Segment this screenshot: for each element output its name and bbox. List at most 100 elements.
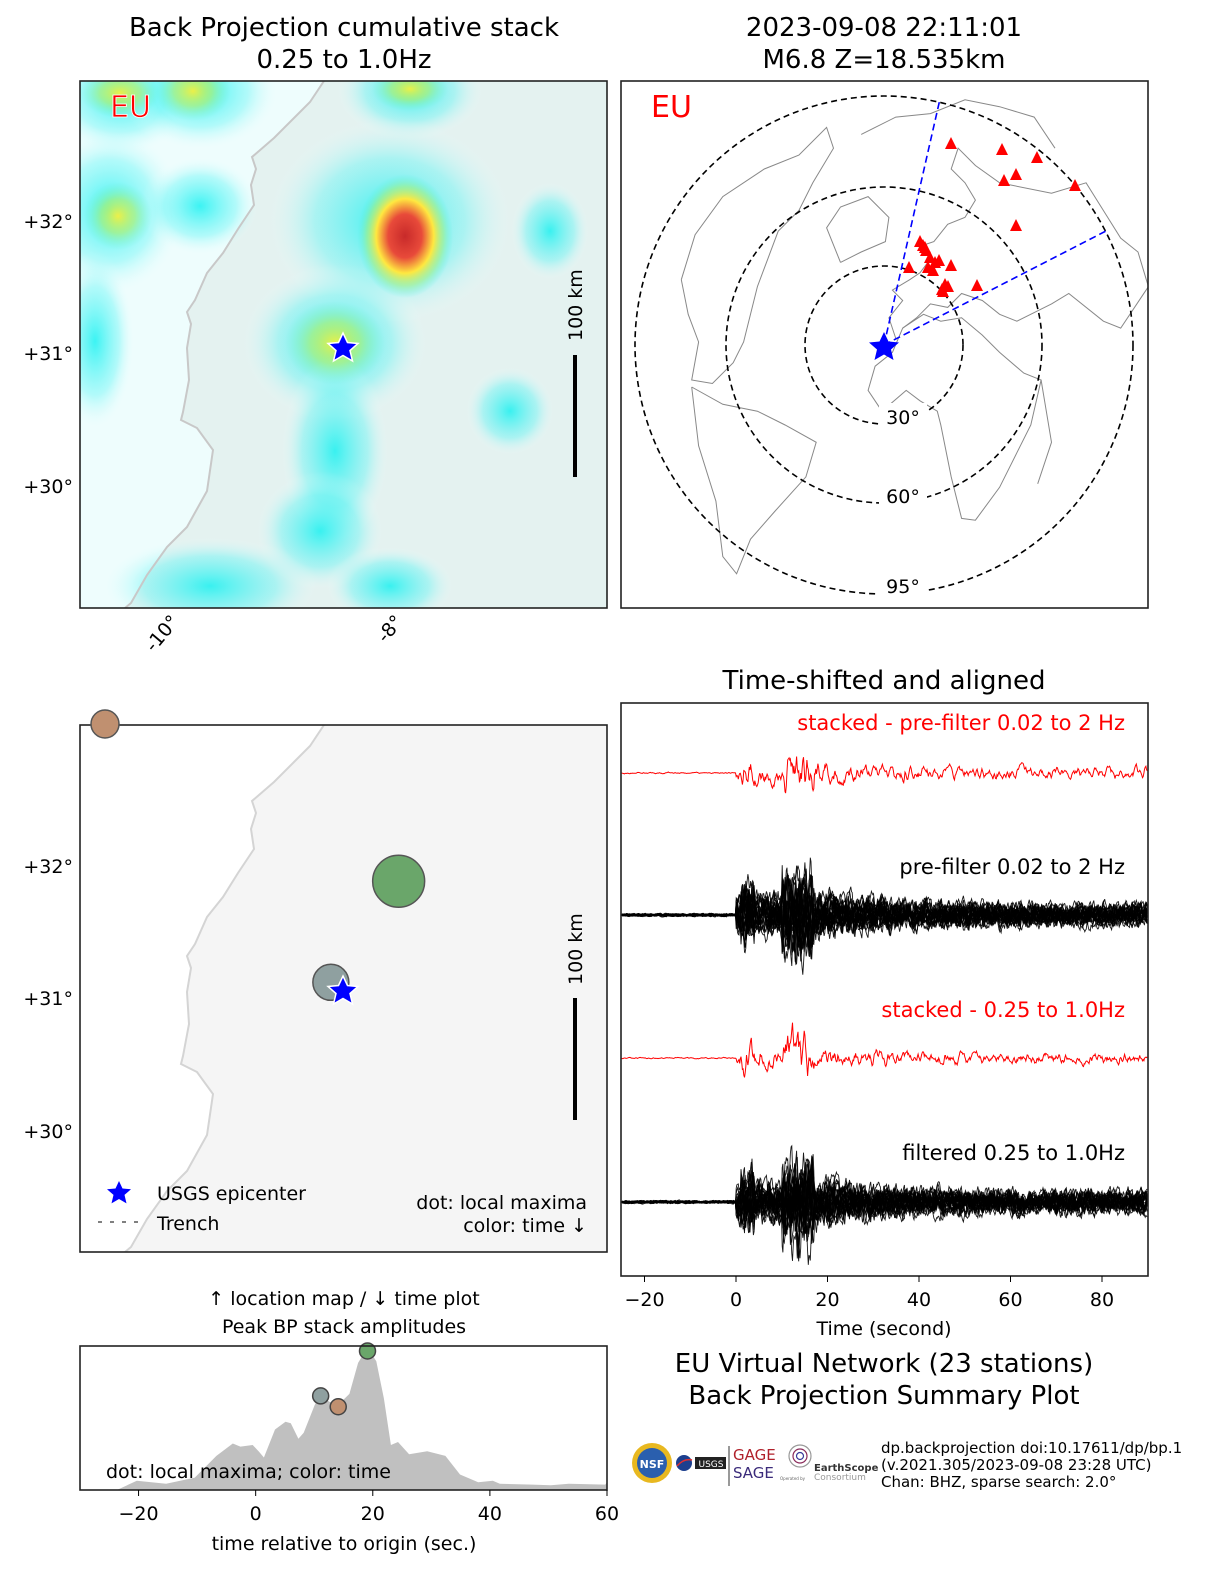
- station-triangle-icon: [971, 279, 983, 291]
- x-tick-label: 0: [250, 1503, 262, 1525]
- x-tick-label: 20: [815, 1289, 839, 1311]
- continent-outline: [867, 313, 1042, 521]
- seismogram-frame: [620, 702, 1149, 1277]
- continent-outline: [691, 386, 817, 575]
- network-label: EU: [110, 90, 151, 125]
- gage-logo-text: GAGE: [733, 1446, 776, 1464]
- heatmap-blob: [510, 181, 590, 281]
- event-title-line2: M6.8 Z=18.535km: [762, 45, 1005, 75]
- maxima-dot-offmap: [90, 709, 120, 739]
- heatmap-blob: [100, 536, 320, 608]
- stations: [903, 137, 1081, 297]
- heatmap-blob: [80, 81, 160, 118]
- sage-logo-text: SAGE: [733, 1464, 774, 1482]
- trace-label: stacked - pre-filter 0.02 to 2 Hz: [797, 711, 1125, 735]
- station-triangle-icon: [1031, 151, 1043, 163]
- peak-amplitude-area: [80, 1347, 607, 1490]
- x-tick-label: 40: [907, 1289, 931, 1311]
- heatmap-blob: [325, 546, 455, 608]
- svg-text:EarthScope: EarthScope: [814, 1463, 879, 1474]
- x-tick-label: 60: [998, 1289, 1022, 1311]
- time-plot-annotation: dot: local maxima; color: time: [106, 1461, 391, 1483]
- nasa-logo-icon: [676, 1455, 693, 1471]
- seismogram-title: Time-shifted and aligned: [722, 666, 1046, 696]
- scale-bar-label: 100 km: [565, 269, 587, 341]
- network-summary-line2: Back Projection Summary Plot: [688, 1381, 1079, 1411]
- nsf-logo-icon: NSF: [632, 1443, 672, 1483]
- lon-tick: -10°: [141, 611, 184, 656]
- svg-text:NSF: NSF: [640, 1458, 665, 1471]
- scale-bar-label: 100 km: [565, 913, 587, 985]
- lat-tick: +31°: [23, 988, 73, 1010]
- heatmap-blob: [80, 251, 135, 431]
- ring-label: 30°: [886, 407, 920, 429]
- heatmap-blob: [140, 156, 260, 256]
- trace-label: stacked - 0.25 to 1.0Hz: [881, 998, 1125, 1022]
- time-plot-xlabel: time relative to origin (sec.): [212, 1533, 477, 1555]
- stacked-trace: [621, 1022, 1148, 1078]
- coastline: [124, 81, 325, 608]
- station-trace: [621, 883, 1148, 953]
- svg-text:USGS: USGS: [699, 1460, 724, 1470]
- earthscope-logo-icon: EarthScope Operated by Consortium: [780, 1444, 879, 1483]
- x-tick-label: −20: [624, 1289, 664, 1311]
- caption-line1: ↑ location map / ↓ time plot: [208, 1288, 479, 1310]
- x-tick-label: 0: [730, 1289, 742, 1311]
- continent-outline: [860, 99, 1056, 149]
- epicenter-star-icon: [326, 331, 360, 363]
- map-note-line1: dot: local maxima: [416, 1192, 587, 1214]
- station-triangle-icon: [903, 261, 915, 273]
- trace-label: pre-filter 0.02 to 2 Hz: [899, 855, 1125, 879]
- network-label: EU: [651, 90, 692, 125]
- svg-text:Consortium: Consortium: [814, 1473, 866, 1483]
- distance-ring-60: [725, 186, 1043, 504]
- station-triangle-icon: [945, 137, 957, 149]
- sponsor-logos: NSF USGS GAGE SAGE EarthScope Operated b…: [632, 1443, 879, 1486]
- caption-line2: Peak BP stack amplitudes: [222, 1316, 466, 1338]
- network-summary-line1: EU Virtual Network (23 stations): [675, 1349, 1093, 1379]
- continent-outline: [826, 196, 890, 263]
- legend-epicenter-label: USGS epicenter: [157, 1183, 306, 1205]
- station-triangle-icon: [933, 254, 945, 266]
- bp-heatmap-panel: EU 100 km: [79, 80, 608, 609]
- lat-tick: +30°: [23, 476, 73, 498]
- heatmap-blob: [465, 366, 555, 456]
- x-tick-label: 20: [361, 1503, 385, 1525]
- stack-heatmap: [80, 81, 590, 608]
- coastline: [124, 725, 325, 1252]
- station-triangle-icon: [942, 280, 954, 292]
- bp-title-line1: Back Projection cumulative stack: [129, 13, 559, 43]
- map-note-line2: color: time ↓: [463, 1215, 587, 1237]
- azimuth-limit-line: [883, 98, 941, 346]
- heatmap-blob: [155, 81, 231, 121]
- station-trace: [621, 1156, 1148, 1262]
- x-tick-label: −20: [119, 1503, 159, 1525]
- station-trace: [621, 884, 1148, 962]
- lon-tick: -8°: [373, 611, 408, 647]
- heatmap-blob: [357, 174, 453, 298]
- station-triangle-icon: [927, 264, 939, 276]
- info-line2: (v.2021.305/2023-09-08 23:28 UTC): [881, 1456, 1151, 1474]
- station-triangle-icon: [945, 259, 957, 271]
- station-triangle-icon: [996, 143, 1008, 155]
- lat-tick: +32°: [23, 211, 73, 233]
- maxima-time-dot: [329, 1398, 347, 1416]
- station-triangle-icon: [1010, 168, 1022, 180]
- svg-text:Operated by: Operated by: [780, 1476, 806, 1481]
- maxima-dot: [371, 854, 426, 908]
- x-tick-label: 40: [478, 1503, 502, 1525]
- event-title-line1: 2023-09-08 22:11:01: [746, 13, 1022, 43]
- legend-trench-label: Trench: [156, 1213, 219, 1235]
- azimuth-limit-line: [883, 230, 1107, 346]
- trace-label: filtered 0.25 to 1.0Hz: [902, 1141, 1125, 1165]
- x-tick-label: 60: [595, 1503, 619, 1525]
- land-area: [125, 725, 607, 1252]
- epicenter-star-icon: [326, 974, 360, 1006]
- station-triangle-icon: [917, 239, 929, 251]
- ring-label: 95°: [886, 576, 920, 598]
- bp-title-line2: 0.25 to 1.0Hz: [256, 45, 431, 75]
- continent-outline: [1037, 379, 1053, 484]
- seismogram-traces: [621, 756, 1148, 1265]
- lat-tick: +32°: [23, 856, 73, 878]
